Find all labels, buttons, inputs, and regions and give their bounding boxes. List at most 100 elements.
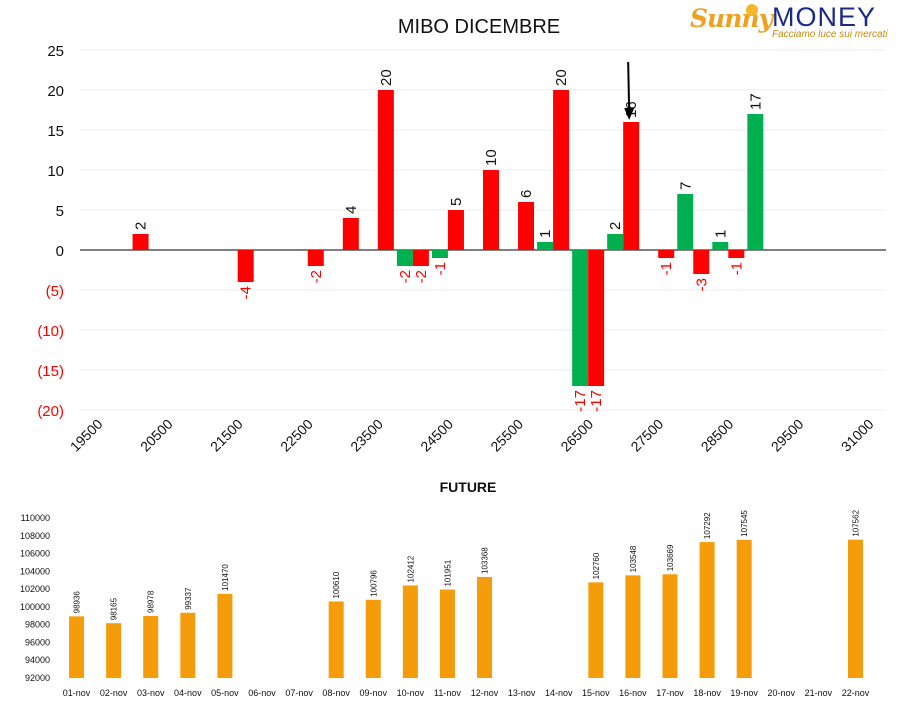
- annotation: [624, 61, 635, 120]
- x-tick-label: 26500: [557, 416, 596, 455]
- x-tick-label: 20-nov: [768, 688, 796, 698]
- x-tick-label: 16-nov: [619, 688, 647, 698]
- x-tick-label: 09-nov: [360, 688, 388, 698]
- x-tick-label: 28500: [698, 416, 737, 455]
- y-tick-label: 94000: [25, 655, 50, 665]
- bar: [180, 612, 196, 678]
- data-label: 102412: [406, 555, 415, 582]
- data-label: 20: [553, 69, 570, 86]
- y-tick-label: 104000: [20, 566, 50, 576]
- bar: [693, 250, 710, 274]
- data-labels: 98936 98165 98978 99337 101470 100610 100796 10…: [73, 509, 861, 620]
- data-label: -17: [572, 390, 589, 412]
- y-tick-label: 108000: [20, 531, 50, 541]
- data-label: 101951: [443, 559, 452, 586]
- data-label: 100610: [332, 571, 341, 598]
- x-tick-label: 22500: [277, 416, 316, 455]
- bar: [342, 218, 359, 250]
- x-tick-label: 29500: [768, 416, 807, 455]
- x-tick-label: 12-nov: [471, 688, 499, 698]
- bar: [728, 250, 745, 258]
- bar: [662, 574, 678, 678]
- bar: [677, 194, 694, 250]
- data-label: 101470: [221, 564, 230, 591]
- y-tick-label: 0: [56, 243, 64, 260]
- x-tick-label: 10-nov: [397, 688, 425, 698]
- bar: [447, 210, 464, 250]
- bar: [588, 250, 605, 386]
- data-label: 17: [747, 93, 764, 110]
- bar: [69, 616, 85, 678]
- x-tick-label: 06-nov: [248, 688, 276, 698]
- x-tick-label: 24500: [417, 416, 456, 455]
- x-tick-label: 25500: [487, 416, 526, 455]
- bar: [553, 90, 570, 250]
- x-tick-label: 22-nov: [842, 688, 870, 698]
- bar: [572, 250, 589, 386]
- data-label: -17: [588, 390, 605, 412]
- chart-title: MIBO DICEMBRE: [398, 16, 560, 38]
- bar: [412, 250, 429, 266]
- data-label: 1: [537, 230, 554, 238]
- bar: [588, 582, 604, 678]
- data-label: 100796: [369, 570, 378, 597]
- y-tick-label: (20): [37, 403, 64, 420]
- y-tick-label: 96000: [25, 637, 50, 647]
- bar: [377, 90, 394, 250]
- x-tick-label: 07-nov: [285, 688, 313, 698]
- data-label: 7: [677, 182, 694, 190]
- data-label: 5: [448, 198, 465, 206]
- bar: [307, 250, 324, 266]
- data-label: 20: [378, 69, 395, 86]
- bar: [699, 542, 715, 678]
- y-tick-label: 110000: [21, 513, 50, 523]
- bar: [237, 250, 254, 282]
- mibo-dicembre-chart: MIBO DICEMBRE 2520151050(5)(10)(15)(20) …: [37, 16, 886, 455]
- data-label: 103548: [629, 545, 638, 572]
- bar: [328, 601, 344, 678]
- y-tick-label: 98000: [25, 620, 50, 630]
- data-label: 107292: [703, 512, 712, 539]
- y-axis-ticks: 25 20 15 10 5 0 (5) (10) (15) (20): [37, 43, 64, 420]
- x-tick-label: 20500: [137, 416, 176, 455]
- x-tick-label: 02-nov: [100, 688, 128, 698]
- y-tick-label: 15: [47, 123, 64, 140]
- data-label: 103669: [666, 544, 675, 571]
- bar: [439, 589, 455, 678]
- data-label: -1: [658, 262, 675, 275]
- bar: [365, 599, 381, 678]
- data-label: -2: [413, 270, 430, 283]
- y-tick-label: 92000: [25, 673, 50, 683]
- y-tick-label: 5: [56, 203, 64, 220]
- data-label: -1: [432, 262, 449, 275]
- bar: [625, 575, 641, 678]
- data-label: 107545: [740, 510, 749, 537]
- bar: [537, 242, 554, 250]
- data-label: 4: [343, 206, 360, 214]
- data-label: -2: [397, 270, 414, 283]
- bar: [106, 623, 122, 678]
- x-tick-label: 15-nov: [582, 688, 610, 698]
- x-tick-label: 19500: [67, 416, 106, 455]
- sun-icon: [746, 4, 758, 16]
- logo-brand-sunny: Sunny: [690, 4, 773, 33]
- future-chart-title: FUTURE: [440, 479, 497, 495]
- arrow-down-icon: [624, 108, 635, 120]
- y-tick-label: 10: [47, 163, 64, 180]
- x-tick-label: 19-nov: [730, 688, 758, 698]
- x-tick-label: 04-nov: [174, 688, 202, 698]
- data-label: 2: [607, 222, 624, 230]
- bar: [402, 585, 418, 678]
- data-label: -1: [728, 262, 745, 275]
- future-chart: FUTURE 92000 94000 96000 98000 100000 102000 1…: [20, 479, 870, 698]
- bar: [396, 250, 413, 266]
- bar: [736, 539, 752, 678]
- data-label: 98165: [110, 597, 119, 620]
- y-tick-label: 20: [47, 83, 64, 100]
- bar: [483, 170, 499, 250]
- data-label: 98936: [73, 591, 82, 614]
- x-axis-ticks: 19500 20500 21500 22500 23500 24500 25500 26500…: [67, 416, 877, 455]
- arrow-shaft: [627, 61, 631, 113]
- bars: [132, 90, 764, 386]
